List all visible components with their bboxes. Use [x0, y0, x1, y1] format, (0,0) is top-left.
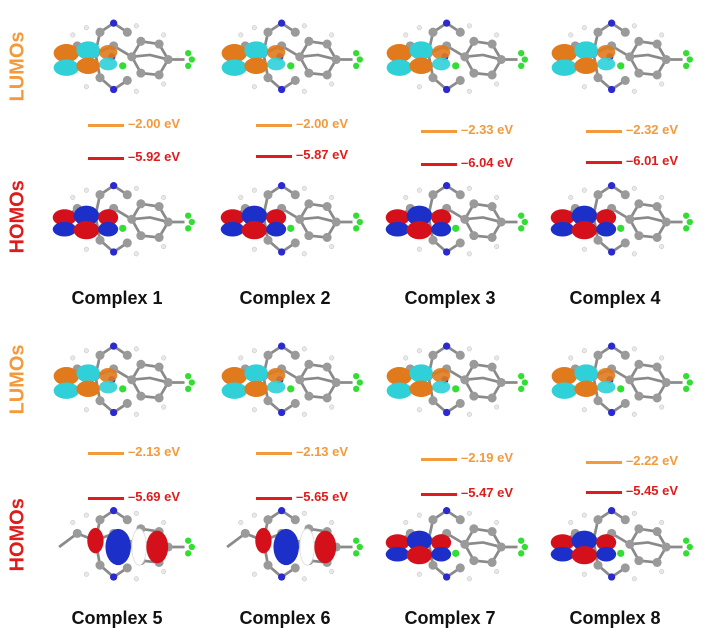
lumo-level-line-5: [88, 452, 124, 455]
homo-orbital-image-8: [550, 505, 695, 583]
lumo-orbital-image-5: [53, 341, 197, 418]
lumo-orbital-image-1: [53, 18, 197, 95]
homos-label-bottom: HOMOs: [6, 498, 29, 572]
homo-energy-5: –5.69 eV: [128, 489, 181, 504]
complex-label-2: Complex 2: [239, 288, 331, 308]
lumo-energy-1: –2.00 eV: [128, 116, 181, 131]
homo-orbital-image-6: [225, 505, 365, 583]
lumo-orbital-image-4: [551, 18, 695, 95]
homo-level-line-1: [88, 157, 124, 160]
homo-energy-2: –5.87 eV: [296, 147, 349, 162]
lumo-level-line-8: [586, 461, 622, 464]
homo-orbital-image-1: [52, 180, 197, 258]
complex-label-5: Complex 5: [71, 608, 163, 628]
lumo-energy-8: –2.22 eV: [626, 453, 679, 468]
lumo-level-line-1: [88, 124, 124, 127]
lumo-energy-2: –2.00 eV: [296, 116, 349, 131]
homo-orbital-image-3: [385, 180, 530, 258]
homo-level-line-4: [586, 161, 622, 164]
homo-orbital-image-2: [220, 180, 365, 258]
homo-orbital-image-5: [57, 505, 197, 583]
homo-orbital-image-7: [385, 505, 530, 583]
lumo-energy-6: –2.13 eV: [296, 444, 349, 459]
lumo-orbital-image-6: [221, 341, 365, 418]
complex-label-3: Complex 3: [404, 288, 496, 308]
homo-energy-1: –5.92 eV: [128, 149, 181, 164]
homo-energy-7: –5.47 eV: [461, 485, 514, 500]
homo-level-line-7: [421, 493, 457, 496]
lumo-level-line-2: [256, 124, 292, 127]
lumo-orbital-image-3: [386, 18, 530, 95]
homo-energy-6: –5.65 eV: [296, 489, 349, 504]
lumo-energy-5: –2.13 eV: [128, 444, 181, 459]
lumo-energy-4: –2.32 eV: [626, 122, 679, 137]
homo-level-line-8: [586, 491, 622, 494]
lumo-orbital-image-2: [221, 18, 365, 95]
lumos-label-top: LUMOs: [6, 31, 29, 102]
complex-label-6: Complex 6: [239, 608, 331, 628]
complex-label-7: Complex 7: [404, 608, 496, 628]
homo-level-line-6: [256, 497, 292, 500]
lumo-energy-3: –2.33 eV: [461, 122, 514, 137]
lumo-level-line-7: [421, 458, 457, 461]
lumo-orbital-image-8: [551, 341, 695, 418]
homo-level-line-2: [256, 155, 292, 158]
homo-level-line-5: [88, 497, 124, 500]
homo-level-line-3: [421, 163, 457, 166]
homo-energy-8: –5.45 eV: [626, 483, 679, 498]
complex-label-1: Complex 1: [71, 288, 163, 308]
lumo-level-line-4: [586, 130, 622, 133]
lumos-label-bottom: LUMOs: [6, 344, 29, 415]
lumo-orbital-image-7: [386, 341, 530, 418]
homo-energy-4: –6.01 eV: [626, 153, 679, 168]
lumo-level-line-6: [256, 452, 292, 455]
homo-energy-3: –6.04 eV: [461, 155, 514, 170]
complex-label-8: Complex 8: [569, 608, 661, 628]
homos-label-top: HOMOs: [6, 180, 29, 254]
lumo-level-line-3: [421, 130, 457, 133]
lumo-energy-7: –2.19 eV: [461, 450, 514, 465]
homo-orbital-image-4: [550, 180, 695, 258]
complex-label-4: Complex 4: [569, 288, 661, 308]
